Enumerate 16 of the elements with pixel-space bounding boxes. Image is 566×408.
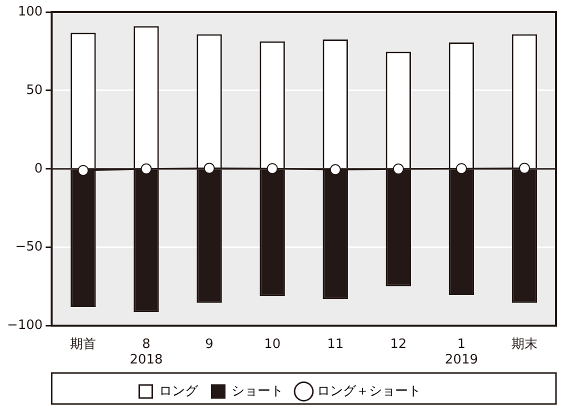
x-tick-label: 8 2018 (130, 336, 163, 368)
x-tick-label: 1 2019 (444, 336, 478, 368)
y-tick-label: −50 (15, 240, 43, 255)
legend-label: ショート (231, 384, 284, 399)
x-tick-label: 9 (205, 336, 214, 352)
y-tick-label: 0 (34, 161, 43, 176)
y-tick-label: −100 (6, 318, 43, 334)
y-tick-label: 50 (26, 82, 43, 98)
x-tick-label: 期首 (70, 336, 96, 352)
legend-label: ロング (158, 384, 199, 399)
x-tick-label: 12 (390, 336, 407, 352)
x-tick-label: 11 (327, 336, 344, 352)
x-tick-label: 10 (264, 336, 281, 352)
x-tick-label: 期末 (511, 336, 538, 352)
y-tick-label: 100 (18, 4, 43, 20)
legend-label: ロング＋ショート (316, 384, 421, 399)
